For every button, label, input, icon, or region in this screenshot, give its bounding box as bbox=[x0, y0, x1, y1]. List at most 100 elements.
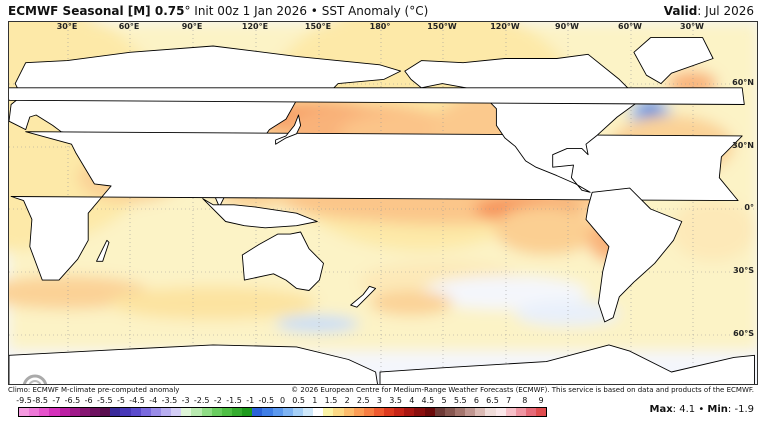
colorbar-swatch bbox=[333, 408, 344, 416]
colorbar-swatch bbox=[394, 408, 405, 416]
colorbar-swatch bbox=[231, 408, 243, 416]
colorbar-swatch bbox=[495, 408, 506, 416]
colorbar-swatch bbox=[130, 408, 141, 416]
landmass-japan bbox=[275, 114, 302, 145]
longitude-label: 120°W bbox=[490, 22, 520, 31]
colorbar-swatch bbox=[272, 408, 283, 416]
colorbar-swatch bbox=[434, 408, 445, 416]
weatherbell-logo: WxBELL bbox=[22, 374, 48, 384]
colorbar-tick-label: -4.5 bbox=[129, 396, 145, 405]
colorbar-swatch bbox=[536, 408, 547, 416]
colorbar-swatch bbox=[313, 408, 324, 416]
longitude-label: 180° bbox=[369, 22, 391, 31]
landmass-new-zealand bbox=[350, 285, 377, 308]
colorbar-swatch bbox=[384, 408, 395, 416]
colorbar-tick-label: -2.5 bbox=[193, 396, 210, 405]
colorbar-tick-label: 0 bbox=[279, 396, 286, 405]
colorbar-swatch bbox=[29, 408, 40, 416]
valid-date: Valid: Jul 2026 bbox=[663, 4, 754, 18]
colorbar-swatch bbox=[404, 408, 415, 416]
colorbar-tick-label: -8.5 bbox=[32, 396, 48, 405]
latitude-label: 60°N bbox=[732, 78, 754, 87]
colorbar-tick-label: 7 bbox=[506, 396, 512, 405]
copyright-note: © 2026 European Centre for Medium-Range … bbox=[291, 386, 754, 394]
colorbar-tick-label: -2 bbox=[213, 396, 222, 405]
colorbar-tick-label: 9 bbox=[538, 396, 544, 405]
sst-anomaly-map: WxBELL bbox=[8, 21, 758, 385]
colorbar-swatch bbox=[69, 408, 80, 416]
landmass-australia bbox=[241, 231, 324, 291]
longitude-label: 90°E bbox=[181, 22, 203, 31]
colorbar-tick-label: 2.5 bbox=[356, 396, 370, 405]
colorbar-swatch bbox=[373, 408, 385, 416]
colorbar-tick-label: -6.5 bbox=[64, 396, 81, 405]
colorbar-swatch bbox=[343, 408, 354, 416]
latitude-label: 30°N bbox=[732, 141, 754, 150]
colorbar-swatch bbox=[485, 408, 496, 416]
colorbar-swatch bbox=[353, 408, 364, 416]
colorbar-swatch bbox=[455, 408, 466, 416]
colorbar-tick-label: -7 bbox=[52, 396, 61, 405]
colorbar-swatch bbox=[100, 408, 111, 416]
colorbar-tick-label: -5.5 bbox=[96, 396, 113, 405]
longitude-label: 30°W bbox=[680, 22, 704, 31]
colorbar-tick-label: -3.5 bbox=[161, 396, 178, 405]
chart-title: ECMWF Seasonal [M] 0.75° Init 00z 1 Jan … bbox=[8, 4, 429, 18]
colorbar-tick-label: 5.5 bbox=[453, 396, 467, 405]
colorbar-swatch bbox=[19, 408, 30, 416]
colorbar-swatch bbox=[171, 408, 182, 416]
colorbar-swatch bbox=[444, 408, 456, 416]
longitude-label: 60°E bbox=[118, 22, 140, 31]
colorbar-tick-label: -6 bbox=[84, 396, 93, 405]
colorbar-tick-label: -3 bbox=[181, 396, 190, 405]
colorbar-swatch bbox=[211, 408, 222, 416]
anomaly-region bbox=[515, 300, 620, 327]
colorbar-tick-label: -0.5 bbox=[258, 396, 275, 405]
colorbar-tick-label: 1.5 bbox=[324, 396, 338, 405]
colorbar-tick-label: 8 bbox=[522, 396, 528, 405]
longitude-label: 150°W bbox=[427, 22, 457, 31]
colorbar-swatch bbox=[414, 408, 425, 416]
colorbar-swatch bbox=[201, 408, 212, 416]
colorbar-swatch bbox=[110, 408, 121, 416]
colorbar-swatch bbox=[505, 408, 516, 416]
anomaly-region bbox=[109, 286, 318, 320]
colorbar-swatch bbox=[515, 408, 527, 416]
colorbar-swatch bbox=[526, 408, 537, 416]
continents bbox=[9, 37, 755, 384]
latitude-label: 60°S bbox=[733, 329, 754, 338]
colorbar-tick-label: 4 bbox=[409, 396, 415, 405]
landmass-south-america bbox=[585, 187, 683, 323]
colorbar-tick-label: -5 bbox=[116, 396, 125, 405]
colorbar-swatch bbox=[221, 408, 232, 416]
colorbar-swatch bbox=[282, 408, 293, 416]
colorbar-tick-label: 5 bbox=[441, 396, 447, 405]
colorbar-tick-label: 1 bbox=[312, 396, 318, 405]
colorbar-swatch bbox=[39, 408, 50, 416]
landmass-antarctica-w bbox=[379, 344, 755, 384]
map-canvas bbox=[9, 22, 757, 384]
colorbar-tick-label: 2 bbox=[344, 396, 350, 405]
colorbar-tick-label: -9.5 bbox=[16, 396, 32, 405]
longitude-label: 90°W bbox=[555, 22, 579, 31]
colorbar-swatch bbox=[475, 408, 486, 416]
anomaly-region bbox=[494, 204, 599, 255]
colorbar-swatch bbox=[79, 408, 90, 416]
colorbar-tick-label: 4.5 bbox=[421, 396, 435, 405]
colorbar-swatch bbox=[89, 408, 101, 416]
colorbar-swatch bbox=[181, 408, 192, 416]
landmass-uk bbox=[9, 87, 745, 105]
landmass-antarctica bbox=[9, 344, 378, 384]
colorbar-swatch bbox=[323, 408, 334, 416]
colorbar-swatch bbox=[302, 408, 314, 416]
colorbar-swatch bbox=[292, 408, 303, 416]
colorbar-swatch bbox=[465, 408, 476, 416]
colorbar-tick-label: 3.5 bbox=[389, 396, 402, 405]
landmass-greenland bbox=[633, 37, 714, 85]
colorbar-swatch bbox=[252, 408, 263, 416]
anomaly-region bbox=[275, 315, 359, 333]
colorbar-tick-label: 3 bbox=[376, 396, 382, 405]
landmass-indonesia bbox=[202, 198, 318, 229]
climo-note: Climo: ECMWF M-climate pre-computed anom… bbox=[8, 386, 180, 394]
longitude-label: 30°E bbox=[56, 22, 78, 31]
